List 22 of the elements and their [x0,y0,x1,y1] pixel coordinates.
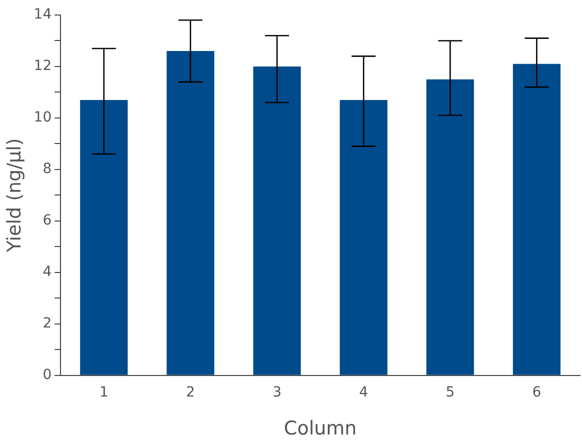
y-tick-label: 6 [42,212,52,229]
y-tick-label: 14 [34,6,52,23]
y-tick-label: 10 [34,110,52,126]
bar [512,64,561,375]
bar [80,100,128,375]
y-axis-title: Yield (ng/µl) [3,138,26,254]
x-tick-label: 3 [272,384,282,400]
x-tick-label: 1 [99,384,108,400]
y-tick-label: 0 [42,367,52,384]
x-tick-label: 4 [359,384,368,400]
bar [166,51,214,375]
y-tick-label: 8 [42,161,52,178]
bar [340,100,388,375]
bar [426,79,474,375]
y-tick-label: 4 [42,264,52,280]
x-axis-title: Column [284,418,357,440]
bar [253,66,301,375]
y-tick-label: 2 [42,316,52,332]
x-tick-label: 6 [532,384,542,400]
x-tick-label: 5 [446,384,455,400]
y-tick-label: 12 [34,58,52,74]
x-tick-label: 2 [186,384,195,400]
